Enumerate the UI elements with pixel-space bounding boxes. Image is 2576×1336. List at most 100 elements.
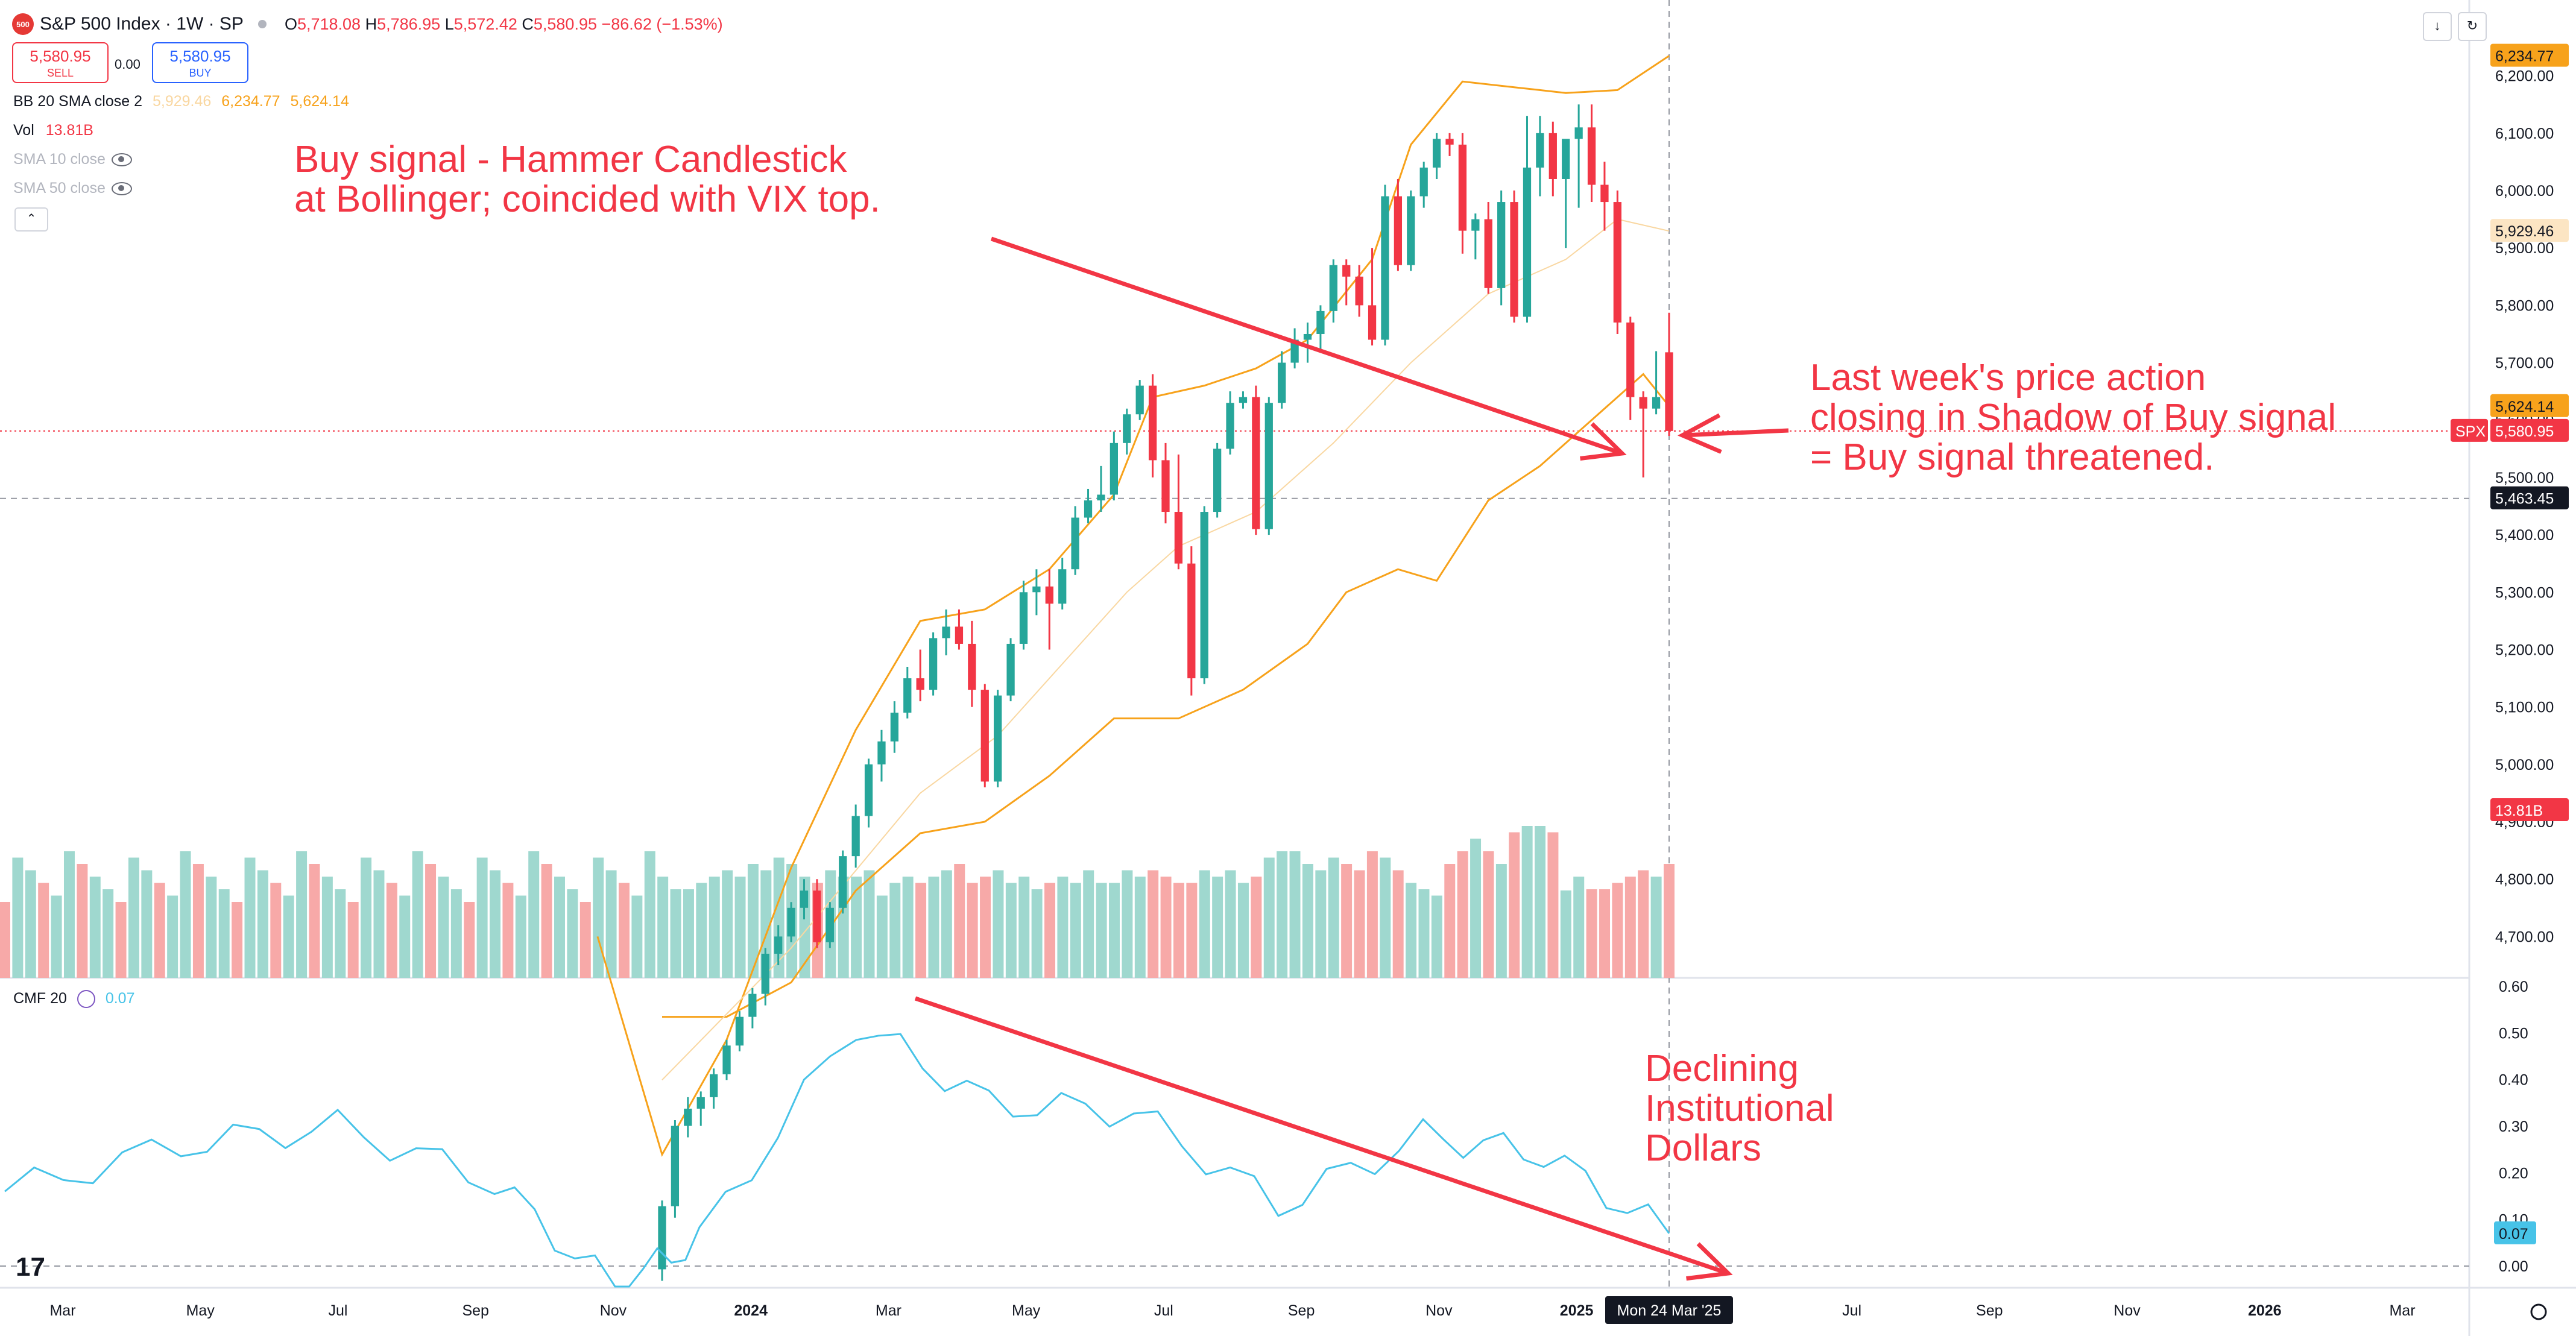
badge-bb-basis-text: 5,929.46 [2495, 223, 2554, 240]
eye-hidden-icon[interactable] [111, 153, 132, 167]
volume-bar [1354, 870, 1365, 978]
volume-bar [980, 877, 991, 978]
bb-legend[interactable]: BB 20 SMA close 2 5,929.46 6,234.77 5,62… [13, 93, 349, 110]
collapse-legend-button[interactable]: ⌃ [14, 207, 48, 232]
cmf-tick-label: 0.60 [2499, 978, 2528, 995]
reload-icon[interactable]: ↻ [2458, 12, 2487, 41]
badge-last-price-text: 5,580.95 [2495, 423, 2554, 440]
candle-body [1213, 449, 1222, 512]
volume-bar [902, 877, 914, 978]
arrow-buy-signal-head [1580, 422, 1627, 461]
eye-hidden-icon[interactable] [111, 182, 132, 196]
cmf-tick-label: 0.30 [2499, 1118, 2528, 1135]
time-tick-label: Mar [49, 1302, 75, 1319]
volume-bar [476, 857, 488, 978]
sma10-legend[interactable]: SMA 10 close [13, 151, 132, 168]
badge-cmf-text: 0.07 [2499, 1226, 2528, 1243]
vol-legend[interactable]: Vol 13.81B [13, 122, 93, 139]
candle-body [980, 690, 989, 782]
candle-body [1316, 310, 1325, 334]
buy-button[interactable]: 5,580.95 BUY [152, 42, 248, 83]
download-icon[interactable]: ↓ [2423, 12, 2452, 41]
volume-bar [38, 883, 49, 978]
candle-body [1445, 139, 1454, 145]
volume-bar [89, 877, 101, 978]
symbol-title[interactable]: S&P 500 Index · 1W · SP [40, 14, 244, 34]
arrow-declining [914, 996, 1729, 1276]
candle-body [684, 1108, 692, 1126]
time-tick-label: Mar [2389, 1302, 2415, 1319]
candle-body [1110, 443, 1118, 495]
sp500-logo-icon: 500 [12, 13, 34, 35]
candle-body [1639, 397, 1647, 409]
volume-bar [450, 889, 462, 978]
market-status-icon [257, 20, 267, 28]
candle-body [1458, 144, 1467, 231]
badge-bb-upper-text: 6,234.77 [2495, 48, 2554, 65]
time-tick-label: Sep [462, 1302, 488, 1319]
volume-bar [321, 877, 333, 978]
volume-bar [915, 883, 927, 978]
cmf-legend[interactable]: CMF 20 0.07 [13, 990, 134, 1009]
volume-bar [1212, 877, 1223, 978]
candle-body [1613, 202, 1621, 323]
volume-bar [309, 864, 320, 978]
spread-value: 0.00 [115, 57, 140, 72]
volume-bar [1509, 832, 1520, 978]
annotation-declining: Declining Institutional Dollars [1645, 1048, 1834, 1169]
sma50-legend[interactable]: SMA 50 close [13, 180, 132, 197]
volume-bar [1638, 870, 1649, 978]
sell-button[interactable]: 5,580.95 SELL [12, 42, 109, 83]
price-tick-label: 5,900.00 [2495, 240, 2554, 257]
volume-bar [244, 857, 256, 978]
volume-bar [425, 864, 437, 978]
volume-bar [657, 877, 669, 978]
annotation-buy-signal: Buy signal - Hammer Candlestick at Bolli… [294, 139, 880, 220]
candle-body [890, 713, 899, 742]
volume-bar [399, 895, 411, 978]
candle-body [1548, 133, 1557, 179]
sell-price: 5,580.95 [30, 47, 91, 65]
volume-bar [631, 895, 643, 978]
badge-bb-upper [2490, 43, 2569, 67]
price-tick-label: 5,500.00 [2495, 470, 2554, 487]
candle-body [1123, 414, 1131, 443]
volume-bar [515, 895, 526, 978]
candle-body [1665, 352, 1673, 431]
volume-bar [1070, 883, 1081, 978]
volume-bar [1586, 889, 1597, 978]
volume-bar [1237, 883, 1249, 978]
settings-gear-icon [2530, 1303, 2547, 1320]
volume-bar [670, 889, 681, 978]
bollinger-upper [596, 55, 1670, 1157]
ohlc-readout: O5,718.08 H5,786.95 L5,572.42 C5,580.95 … [284, 14, 723, 33]
candle-body [696, 1097, 705, 1109]
volume-bar [1431, 895, 1442, 978]
volume-bar [941, 870, 952, 978]
candle-body [1471, 219, 1480, 231]
volume-bar [192, 864, 204, 978]
candle-body [1032, 586, 1041, 593]
buy-label: BUY [189, 67, 212, 79]
price-tick-label: 6,100.00 [2495, 125, 2554, 142]
volume-bar [1289, 851, 1301, 978]
volume-bar [412, 851, 423, 978]
candle-body [761, 953, 769, 994]
time-tick-label: Jul [1154, 1302, 1173, 1319]
arrow-last-week-head [1677, 413, 1722, 454]
arrow-buy-signal [990, 236, 1623, 456]
volume-bar [347, 902, 359, 978]
badge-crosshair-price [2490, 486, 2569, 509]
candle-body [1652, 397, 1661, 409]
volume-bar [141, 870, 153, 978]
candle-body [1329, 265, 1337, 311]
cmf-settings-icon[interactable] [77, 990, 95, 1009]
candle-body [813, 890, 821, 942]
candle-body [1084, 500, 1093, 518]
cmf-tick-label: 0.00 [2499, 1258, 2528, 1275]
volume-bar [1612, 883, 1623, 978]
volume-bar [1560, 890, 1571, 978]
candle-body [851, 816, 860, 857]
